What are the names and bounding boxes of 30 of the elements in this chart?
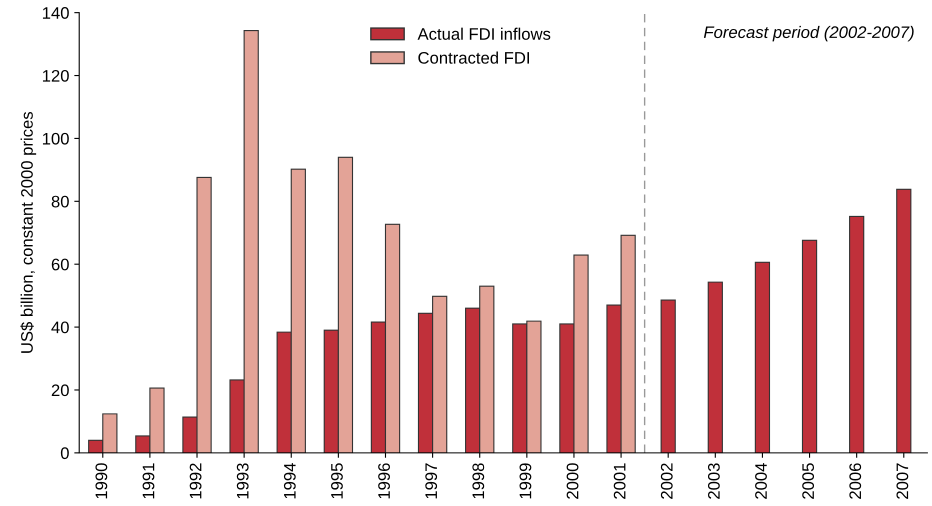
y-tick-label: 100 bbox=[42, 132, 69, 145]
x-tick-label: 1991 bbox=[142, 463, 154, 498]
y-tick-label: 140 bbox=[42, 7, 69, 19]
y-tick-label: 40 bbox=[51, 321, 69, 334]
x-tick-label: 2001 bbox=[614, 463, 626, 499]
legend-label: Contracted FDI bbox=[418, 52, 529, 64]
y-tick-label: 80 bbox=[52, 196, 69, 208]
x-tick-label: 2006 bbox=[849, 463, 862, 499]
x-tick-label: 1996 bbox=[378, 463, 390, 498]
x-tick-label: 2002 bbox=[660, 463, 673, 499]
x-tick-label: 1997 bbox=[425, 463, 438, 498]
x-tick-label: 1999 bbox=[520, 463, 532, 498]
annotation: Forecast period (2002-2007) bbox=[704, 26, 914, 42]
x-tick-label: 1995 bbox=[331, 463, 343, 498]
x-tick-label: 1994 bbox=[284, 463, 296, 498]
x-tick-label: 2007 bbox=[896, 463, 908, 499]
y-tick-label: 20 bbox=[52, 384, 69, 396]
x-tick-label: 2004 bbox=[755, 463, 767, 499]
y-tick-label: 60 bbox=[52, 258, 69, 270]
x-tick-label: 2003 bbox=[708, 463, 720, 499]
x-tick-label: 2000 bbox=[566, 463, 578, 499]
x-tick-label: 1990 bbox=[95, 463, 108, 498]
x-tick-label: 1998 bbox=[472, 463, 484, 498]
y-axis-title: US$ billion, constant 2000 prices bbox=[20, 112, 36, 353]
x-tick-label: 1993 bbox=[236, 463, 249, 498]
x-tick-label: 1992 bbox=[190, 463, 202, 498]
y-tick-label: 0 bbox=[60, 447, 69, 460]
x-tick-label: 2005 bbox=[802, 463, 814, 499]
legend-label: Actual FDI inflows bbox=[418, 28, 550, 40]
y-tick-label: 120 bbox=[42, 70, 69, 82]
